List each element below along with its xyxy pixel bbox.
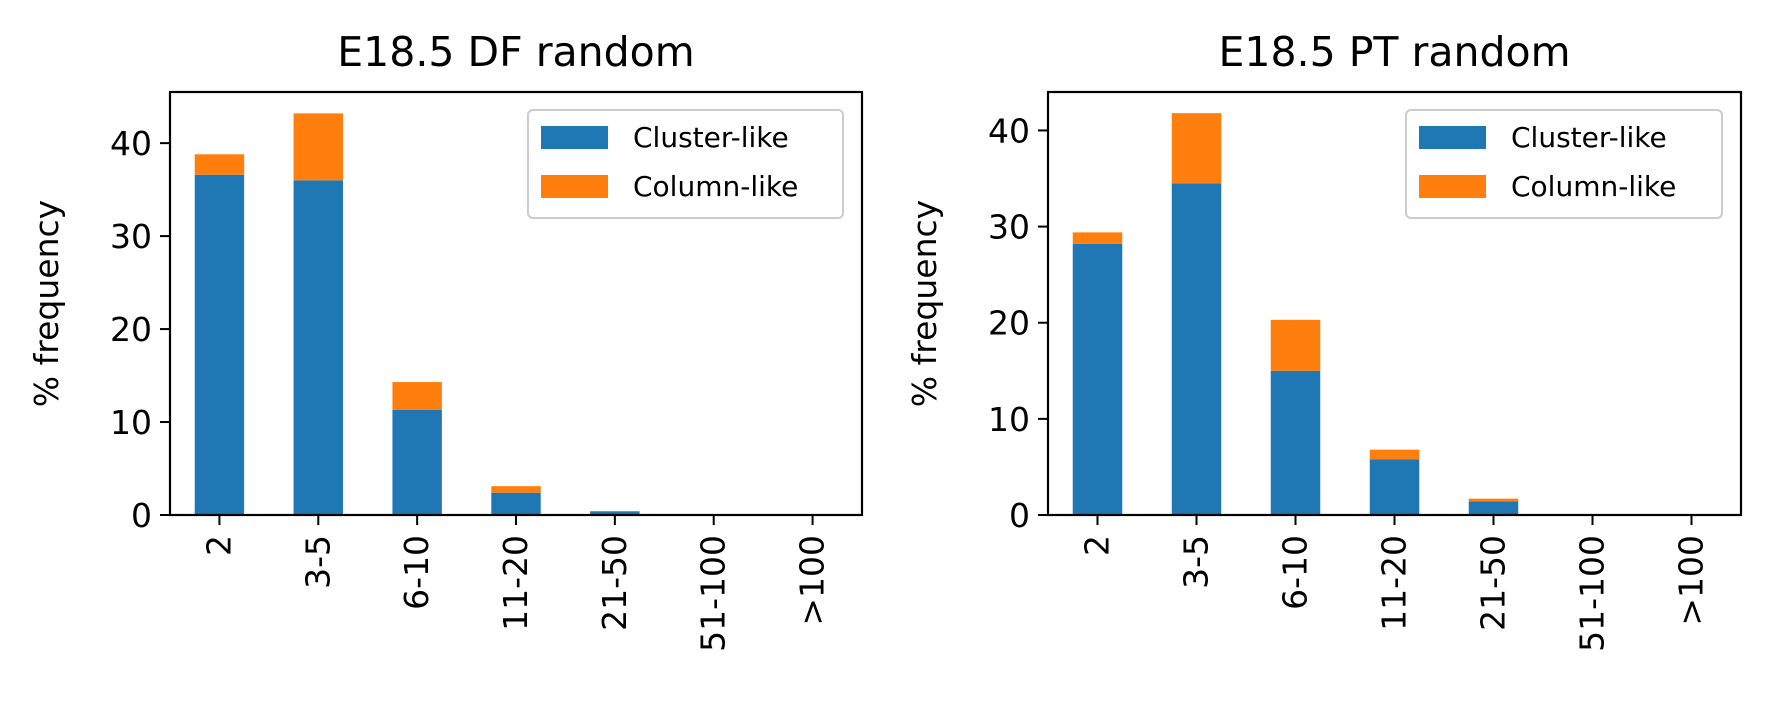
legend-label: Column-like	[633, 170, 798, 203]
bar-cluster-like-4	[1468, 501, 1519, 515]
legend-swatch	[541, 175, 608, 198]
x-tick-label: 6-10	[1276, 535, 1315, 610]
bar-cluster-like-3	[491, 492, 541, 515]
bar-cluster-like-0	[194, 174, 245, 516]
bar-column-like-1	[293, 113, 343, 181]
bar-cluster-like-2	[392, 409, 442, 515]
x-tick-label: 3-5	[298, 535, 337, 589]
chart-title: E18.5 PT random	[1218, 28, 1570, 76]
y-tick-label: 10	[110, 403, 152, 442]
x-tick-label: 11-20	[496, 535, 535, 631]
x-tick-label: 3-5	[1177, 535, 1216, 589]
y-axis-label: % frequency	[905, 200, 944, 407]
legend-swatch	[541, 126, 608, 149]
bar-column-like-3	[491, 486, 541, 493]
chart-panel-1: 0 10 20 30 40 2 3-5 6-10 11-20 21-50 51-100 >100 E18…	[27, 28, 864, 652]
y-tick-label: 30	[110, 217, 152, 256]
bar-cluster-like-2	[1270, 370, 1321, 515]
x-tick-label: 51-100	[694, 535, 733, 652]
x-tick-label: 6-10	[397, 535, 436, 610]
legend-label: Column-like	[1511, 170, 1676, 203]
x-tick-label: 51-100	[1573, 535, 1612, 652]
y-tick-label: 30	[988, 208, 1030, 247]
x-tick-label: 11-20	[1375, 535, 1414, 631]
bar-column-like-4	[1468, 498, 1519, 502]
y-tick-label: 10	[988, 400, 1030, 439]
legend-label: Cluster-like	[633, 121, 789, 154]
y-tick-label: 40	[110, 124, 152, 163]
bar-cluster-like-1	[293, 180, 343, 515]
legend-swatch	[1419, 175, 1486, 198]
chart-title: E18.5 DF random	[337, 28, 694, 76]
chart-panel-2: 0 10 20 30 40 2 3-5 6-10 11-20 21-50 51-100 >100 E18…	[905, 28, 1743, 652]
y-tick-label: 40	[988, 111, 1030, 150]
x-tick-label: >100	[1672, 535, 1711, 626]
legend-swatch	[1419, 126, 1486, 149]
legend: Cluster-like Column-like	[527, 109, 844, 219]
y-tick-label: 0	[1009, 496, 1030, 535]
bar-column-like-2	[1270, 319, 1321, 371]
bar-column-like-0	[194, 154, 245, 175]
bar-column-like-0	[1072, 232, 1123, 244]
bar-column-like-2	[392, 382, 442, 410]
legend: Cluster-like Column-like	[1405, 109, 1723, 219]
bar-cluster-like-0	[1072, 243, 1123, 515]
y-tick-label: 20	[988, 304, 1030, 343]
bar-cluster-like-4	[590, 511, 640, 515]
x-tick-label: >100	[793, 535, 832, 626]
y-tick-label: 20	[110, 310, 152, 349]
y-tick-label: 0	[131, 496, 152, 535]
x-tick-label: 21-50	[1474, 535, 1513, 631]
x-tick-label: 2	[199, 535, 238, 556]
x-tick-label: 21-50	[595, 535, 634, 631]
x-tick-label: 2	[1078, 535, 1117, 556]
bar-cluster-like-3	[1369, 459, 1420, 515]
bar-cluster-like-1	[1171, 183, 1222, 515]
legend-label: Cluster-like	[1511, 121, 1667, 154]
bar-column-like-1	[1171, 113, 1222, 184]
bar-column-like-3	[1369, 449, 1420, 460]
y-axis-label: % frequency	[27, 200, 66, 407]
